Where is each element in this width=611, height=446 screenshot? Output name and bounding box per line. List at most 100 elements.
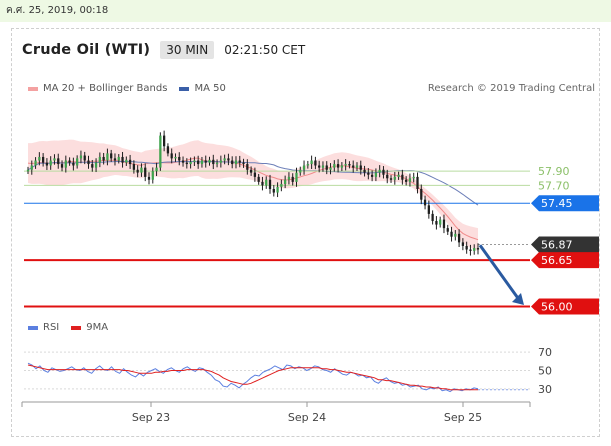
candle-body	[314, 160, 317, 166]
candle	[200, 156, 204, 168]
candle	[45, 158, 49, 171]
candle-body	[76, 158, 79, 166]
level-label: 57.90	[538, 165, 570, 178]
candle	[280, 179, 283, 192]
candle-body	[53, 158, 56, 161]
candle	[49, 156, 52, 170]
candle	[336, 159, 340, 173]
candle-body	[117, 156, 120, 161]
candle-body	[91, 164, 94, 168]
level-label: 57.70	[538, 179, 570, 192]
candle	[253, 167, 257, 182]
candle	[465, 241, 468, 254]
candle-body	[352, 165, 355, 168]
x-tick-label: Sep 25	[444, 411, 482, 424]
candle-body	[87, 160, 90, 165]
legend-ma50: MA 50	[179, 83, 226, 94]
candle	[321, 161, 325, 172]
candle-body	[272, 188, 275, 193]
ma9-swatch	[71, 325, 82, 330]
candle-body	[370, 174, 374, 177]
candle-body	[442, 219, 446, 229]
candle-body	[102, 156, 105, 161]
candle-body	[359, 165, 362, 170]
ma50-swatch	[179, 86, 190, 91]
candle-body	[83, 155, 86, 161]
candle	[386, 169, 389, 184]
candle	[178, 152, 181, 166]
candle-body	[423, 199, 427, 206]
candle-body	[159, 135, 162, 168]
candle	[94, 158, 98, 173]
candle-body	[60, 164, 64, 168]
candle-body	[302, 165, 306, 170]
level-57-90: 57.90	[24, 165, 570, 178]
candle	[389, 175, 393, 183]
candle	[359, 160, 362, 175]
candle-body	[208, 159, 211, 163]
candle	[370, 170, 374, 182]
candle	[185, 158, 188, 169]
candle	[91, 159, 94, 172]
candle-body	[189, 161, 192, 165]
forecast-arrow-head	[512, 293, 524, 306]
candle-body	[325, 165, 328, 170]
candle	[34, 157, 37, 169]
candle	[295, 167, 298, 187]
target-marker	[531, 298, 599, 315]
candle	[26, 166, 30, 175]
candle-body	[476, 248, 480, 250]
candle	[72, 157, 75, 171]
candle-body	[336, 164, 340, 168]
candle-body	[333, 164, 336, 168]
candle	[231, 156, 234, 169]
candle	[249, 166, 253, 176]
candle-body	[38, 156, 41, 161]
candle-body	[128, 159, 132, 165]
candle-body	[439, 219, 442, 225]
candle-body	[446, 228, 449, 232]
interval-badge[interactable]: 30 MIN	[160, 41, 215, 59]
candle	[147, 172, 151, 185]
candle	[382, 166, 385, 179]
candle-body	[41, 156, 45, 163]
candle-body	[382, 169, 385, 175]
candle	[53, 154, 56, 165]
rsi-legend: RSI 9MA	[28, 322, 108, 333]
candle	[306, 160, 309, 169]
level-57-45: 57.45	[24, 195, 599, 212]
candle	[287, 172, 291, 185]
candle	[265, 176, 268, 189]
rsi-tick-30: 30	[538, 383, 552, 396]
candle-body	[162, 135, 166, 147]
candle	[162, 130, 166, 152]
candle-body	[253, 172, 257, 177]
candle	[420, 184, 423, 205]
candle-body	[431, 213, 434, 222]
candle-body	[45, 162, 49, 166]
candle	[325, 161, 328, 175]
candle-body	[291, 176, 294, 182]
candle	[136, 165, 139, 178]
candle-body	[420, 188, 423, 200]
candle	[401, 169, 404, 185]
candle-body	[185, 162, 188, 165]
candle-body	[457, 233, 461, 243]
candle	[272, 185, 275, 197]
candle-body	[140, 167, 143, 173]
rsi-swatch	[28, 325, 38, 330]
candle-body	[329, 167, 332, 170]
candle	[102, 152, 105, 165]
candle	[461, 238, 465, 251]
candle-body	[408, 178, 412, 182]
candle	[121, 151, 124, 168]
x-tick-label: Sep 23	[132, 411, 170, 424]
level-label: 56.65	[541, 254, 573, 267]
legend-ma9: 9MA	[71, 322, 108, 333]
candle-body	[246, 164, 249, 170]
candle	[374, 168, 378, 182]
candle-body	[193, 160, 196, 162]
candle	[64, 155, 67, 173]
candle-body	[219, 160, 222, 163]
candle	[333, 160, 336, 172]
